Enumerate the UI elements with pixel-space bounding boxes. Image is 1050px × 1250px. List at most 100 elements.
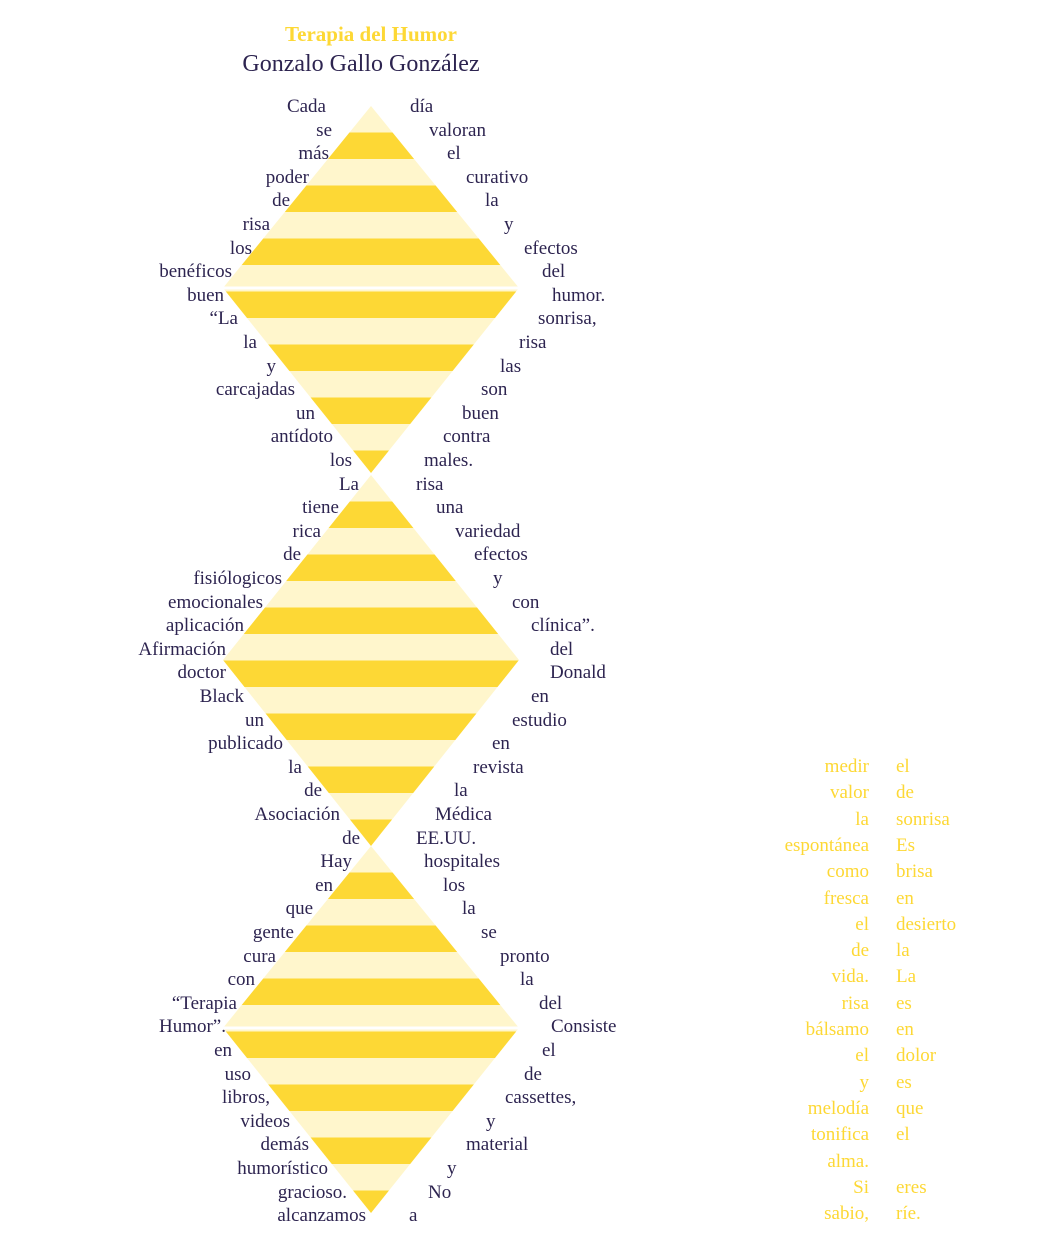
poem-word: gente bbox=[252, 922, 294, 943]
diamond-stripe bbox=[223, 634, 519, 661]
poem-word: en bbox=[214, 1040, 232, 1061]
poem-word: videos bbox=[240, 1110, 290, 1132]
poem-word: estudio bbox=[512, 709, 567, 731]
poem-word: hospitales bbox=[424, 851, 500, 873]
poem-word: de bbox=[272, 190, 290, 212]
poem-word: humor. bbox=[552, 284, 606, 306]
diamond-stripe bbox=[241, 978, 501, 1005]
diamond-stripe bbox=[223, 1005, 519, 1032]
poem-word: de bbox=[524, 1063, 542, 1085]
gold-word: alma. bbox=[827, 1150, 869, 1172]
poem-word: el bbox=[447, 143, 461, 165]
poem-word: Cada bbox=[286, 96, 326, 117]
poem-word: No bbox=[428, 1181, 452, 1203]
poem-title: Terapia del Humor bbox=[285, 22, 457, 46]
gold-word: es bbox=[896, 1071, 912, 1093]
poem-word: que bbox=[285, 898, 313, 920]
diamond-stripe bbox=[225, 291, 517, 318]
diamond-stripe bbox=[331, 424, 411, 451]
poem-word: un bbox=[296, 402, 315, 424]
diamond-stripe bbox=[265, 581, 477, 608]
poem-word: las bbox=[500, 355, 522, 377]
poem-word: humorístico bbox=[237, 1158, 328, 1179]
gold-word: tonifica bbox=[810, 1124, 869, 1146]
poem-word: EE.UU. bbox=[416, 827, 477, 849]
poem-word: a bbox=[409, 1205, 418, 1227]
gold-word: medir bbox=[824, 756, 869, 777]
gold-word: espontánea bbox=[784, 834, 869, 856]
poem-word: Afirmación bbox=[138, 638, 226, 660]
diamond-stripe bbox=[268, 1084, 474, 1111]
poem-word: publicado bbox=[208, 733, 283, 755]
gold-word: vida. bbox=[831, 966, 869, 988]
diamond-stripe bbox=[349, 106, 393, 133]
poem-word: día bbox=[410, 96, 434, 117]
poem-word: risa bbox=[519, 332, 547, 353]
gold-word: sabio, bbox=[824, 1203, 869, 1225]
diamond-stripe bbox=[310, 397, 432, 424]
poem-word: poder bbox=[265, 166, 309, 188]
poem-author: Gonzalo Gallo González bbox=[242, 51, 480, 77]
poem-word: Asociación bbox=[254, 804, 340, 825]
gold-word: el bbox=[896, 756, 910, 777]
poem-word: los bbox=[443, 874, 466, 896]
gold-word: dolor bbox=[896, 1045, 937, 1067]
diamond-stripe bbox=[349, 819, 393, 846]
diamond-stripe bbox=[310, 1137, 432, 1164]
gold-word: melodía bbox=[807, 1097, 869, 1119]
poem-word: contra bbox=[443, 426, 491, 448]
poem-word: cassettes, bbox=[505, 1087, 577, 1109]
poem-word: Consiste bbox=[551, 1016, 617, 1038]
diamond-stripe bbox=[327, 872, 415, 899]
poem-word: efectos bbox=[474, 544, 528, 566]
gold-word: la bbox=[896, 940, 910, 962]
poem-word: con bbox=[227, 969, 255, 991]
gold-word: Es bbox=[896, 834, 915, 856]
poem-word: la bbox=[485, 190, 499, 212]
poem-word: benéficos bbox=[159, 261, 232, 283]
diamond-stripe bbox=[328, 501, 414, 528]
poem-word: la bbox=[520, 969, 534, 991]
poem-word: buen bbox=[462, 402, 499, 424]
diamond-stripe bbox=[263, 212, 479, 239]
poem-word: son bbox=[481, 379, 508, 401]
poem-word: pronto bbox=[500, 945, 550, 967]
diamond-stripe bbox=[289, 1111, 453, 1138]
diamond-stripe bbox=[306, 899, 436, 926]
gold-word: el bbox=[855, 1045, 869, 1067]
poem-word: de bbox=[304, 780, 322, 802]
poem-word: en bbox=[315, 874, 333, 896]
poem-word: uso bbox=[224, 1063, 251, 1085]
diamond-stripe bbox=[284, 185, 458, 212]
poem-word: un bbox=[245, 709, 264, 731]
poem-word: y bbox=[447, 1158, 457, 1179]
gold-word: en bbox=[896, 1019, 914, 1040]
poem-word: tiene bbox=[302, 497, 339, 519]
poem-word: del bbox=[542, 261, 566, 283]
gold-word: ríe. bbox=[896, 1203, 921, 1225]
diamond-stripe bbox=[247, 318, 495, 345]
poem-word: clínica”. bbox=[531, 615, 595, 637]
gold-word: brisa bbox=[896, 861, 933, 883]
diamond-stripe bbox=[289, 371, 453, 398]
gold-word: en bbox=[896, 887, 914, 909]
diamond-stripe bbox=[349, 846, 393, 873]
gold-word: risa bbox=[841, 992, 869, 1014]
diamond-stripe bbox=[286, 740, 456, 767]
poem-word: revista bbox=[473, 756, 524, 778]
gold-word: que bbox=[896, 1097, 924, 1119]
poem-word: alcanzamos bbox=[277, 1205, 366, 1227]
poem-word: La bbox=[338, 473, 359, 495]
gold-word: sonrisa bbox=[896, 808, 950, 830]
poem-word: en bbox=[531, 686, 549, 707]
gold-word: bálsamo bbox=[805, 1019, 869, 1040]
diamond-stripe bbox=[241, 238, 501, 265]
poem-word: y bbox=[486, 1110, 496, 1132]
poem-word: libros, bbox=[221, 1087, 270, 1109]
diamond-stripe bbox=[349, 475, 393, 502]
poem-word: y bbox=[504, 214, 514, 235]
gold-word: fresca bbox=[823, 887, 869, 909]
diamond-stripe bbox=[307, 766, 435, 793]
poem-word: fisiólogicos bbox=[193, 568, 282, 589]
